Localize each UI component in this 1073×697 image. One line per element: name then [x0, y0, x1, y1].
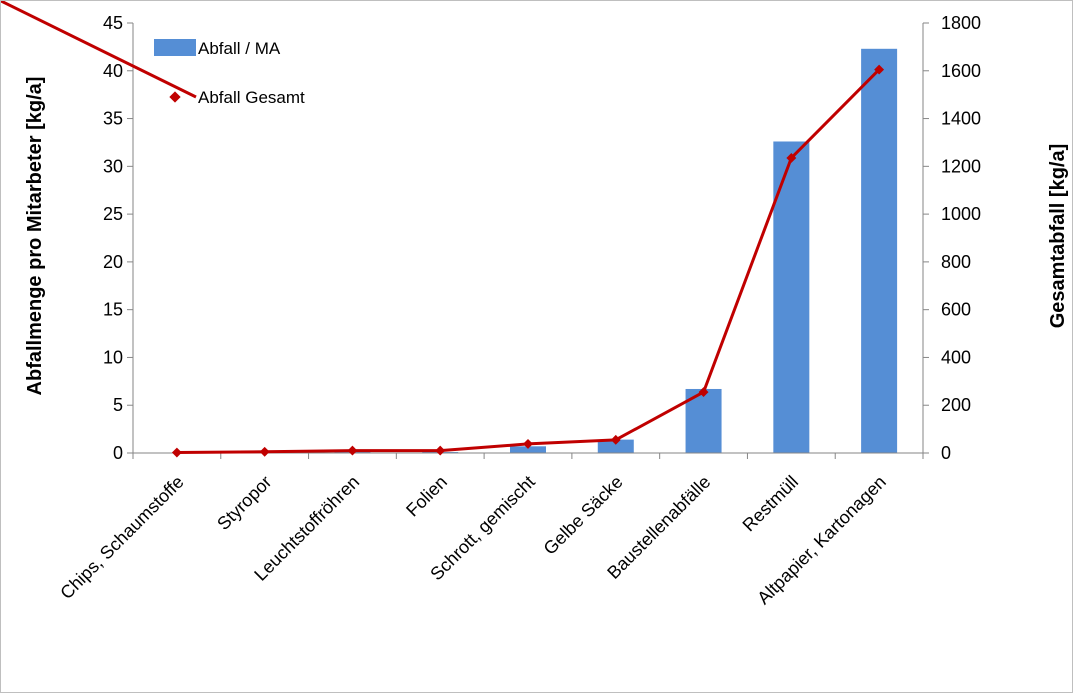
- category-label: Gelbe Säcke: [540, 472, 627, 559]
- bar: [861, 49, 897, 453]
- y-tick-label: 15: [103, 300, 123, 320]
- y2-tick-label: 0: [941, 443, 951, 463]
- y2-tick-label: 1400: [941, 109, 981, 129]
- legend-bar-label: Abfall / MA: [198, 39, 281, 58]
- line-point: [435, 446, 445, 456]
- y-axis-title: Abfallmenge pro Mitarbeter [kg/a]: [24, 77, 46, 396]
- y2-tick-label: 800: [941, 252, 971, 272]
- legend-line-label: Abfall Gesamt: [198, 88, 305, 107]
- category-label: Restmüll: [739, 472, 803, 536]
- y2-tick-label: 1200: [941, 156, 981, 176]
- category-label: Folien: [402, 472, 451, 521]
- y2-tick-label: 400: [941, 347, 971, 367]
- y-tick-label: 40: [103, 61, 123, 81]
- line-point: [347, 446, 357, 456]
- y-tick-label: 20: [103, 252, 123, 272]
- y-tick-label: 30: [103, 156, 123, 176]
- y-tick-label: 5: [113, 395, 123, 415]
- line-point: [260, 447, 270, 457]
- y2-tick-label: 1800: [941, 13, 981, 33]
- y-tick-label: 0: [113, 443, 123, 463]
- y2-tick-label: 1600: [941, 61, 981, 81]
- category-label: Chips, Schaumstoffe: [56, 472, 187, 603]
- category-label: Styropor: [213, 472, 275, 534]
- y2-tick-label: 200: [941, 395, 971, 415]
- bar-series: [247, 49, 897, 453]
- y-tick-label: 45: [103, 13, 123, 33]
- legend-line-marker: [169, 91, 180, 102]
- line-point: [172, 448, 182, 458]
- legend: Abfall / MA Abfall Gesamt: [1, 1, 305, 107]
- y-tick-label: 35: [103, 109, 123, 129]
- y2-tick-label: 1000: [941, 204, 981, 224]
- y2-tick-label: 600: [941, 300, 971, 320]
- y2-axis-title: Gesamtabfall [kg/a]: [1047, 144, 1069, 329]
- tick-labels: 0 5 10 15 20 25 30 35 40 45 0 200 400 600 800 1000 1200 1…: [103, 13, 981, 463]
- legend-bar-swatch: [154, 39, 196, 56]
- y-tick-label: 25: [103, 204, 123, 224]
- y-tick-label: 10: [103, 347, 123, 367]
